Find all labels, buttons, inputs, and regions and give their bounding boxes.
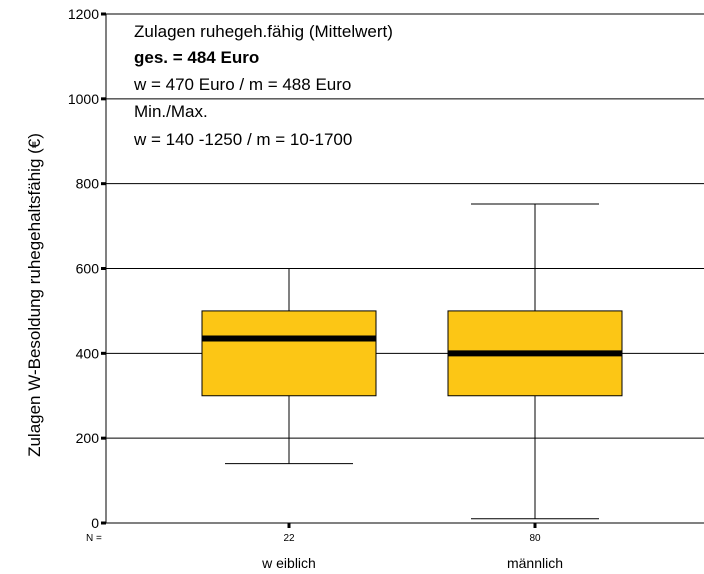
y-tick-label: 1000	[68, 91, 99, 107]
annotation-line-2: ges. = 484 Euro	[134, 48, 259, 67]
category-label: männlich	[507, 555, 563, 571]
y-tick-label: 800	[76, 176, 100, 192]
annotation-line-3: w = 470 Euro / m = 488 Euro	[133, 75, 351, 94]
y-tick-label: 0	[91, 515, 99, 531]
axes: 0 200 400 600 800 1000 1200 22 w eiblich 80 männli…	[68, 6, 704, 571]
y-axis-label: Zulagen W-Besoldung ruhegehaltsfähig (€)	[25, 133, 44, 457]
count-label: 80	[529, 533, 541, 544]
annotation-line-5: w = 140 -1250 / m = 10-1700	[133, 130, 352, 149]
box-iqr	[201, 310, 377, 397]
annotation-line-4: Min./Max.	[134, 102, 208, 121]
annotation-line-1: Zulagen ruhegeh.fähig (Mittelwert)	[134, 22, 393, 41]
y-tick-label: 1200	[68, 6, 99, 22]
category-label: w eiblich	[261, 555, 316, 571]
boxes	[201, 203, 623, 520]
count-label: 22	[283, 533, 295, 544]
y-tick-label: 200	[76, 430, 100, 446]
n-label: N =	[86, 533, 102, 544]
y-tick-label: 600	[76, 261, 100, 277]
y-tick-label: 400	[76, 345, 100, 361]
